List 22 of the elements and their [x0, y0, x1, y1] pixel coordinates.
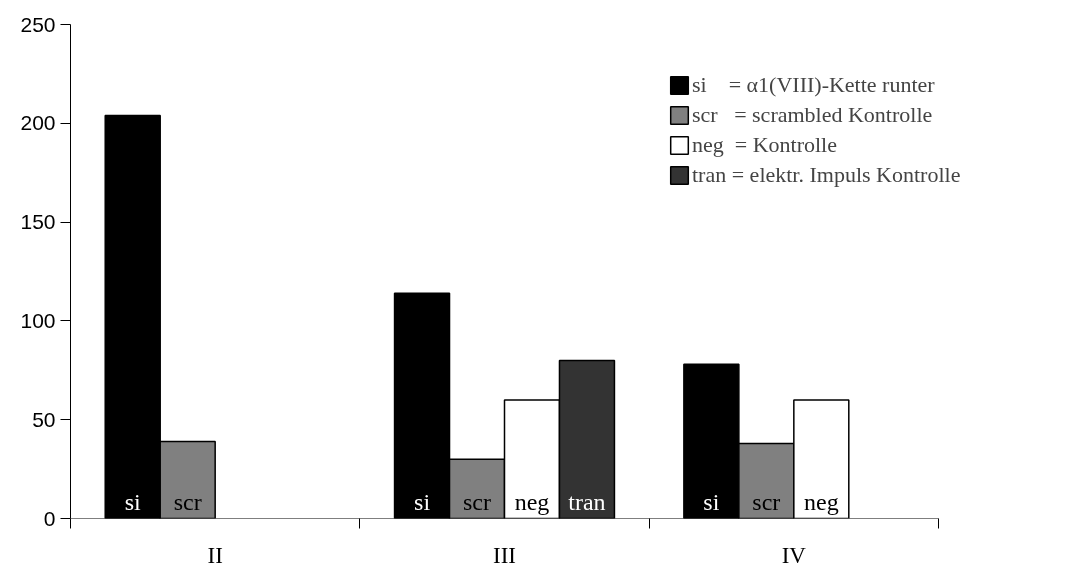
data-label: si	[124, 488, 142, 515]
y-tick-label: 100	[20, 308, 56, 332]
y-tick-label: 250	[20, 12, 56, 36]
y-tick-label: 0	[43, 506, 56, 530]
y-tick-label: 150	[20, 210, 56, 234]
x-tick-label: III	[493, 542, 516, 568]
legend-label: scr = scrambled Kontrolle	[692, 102, 933, 128]
legend-label: tran = elektr. Impuls Kontrolle	[692, 162, 961, 188]
data-label: si	[414, 488, 431, 515]
x-tick-label: II	[207, 542, 223, 568]
data-label: scr	[752, 488, 781, 515]
data-label: scr	[173, 488, 202, 515]
legend-label: si = α1(VIII)-Kette runter	[692, 72, 935, 98]
data-label: neg	[803, 488, 839, 515]
data-label: tran	[568, 488, 606, 515]
legend-label: neg = Kontrolle	[692, 132, 837, 158]
x-tick-label: IV	[781, 542, 807, 568]
data-label: scr	[463, 488, 492, 515]
data-label: si	[703, 488, 720, 515]
y-tick-label: 200	[20, 111, 56, 135]
y-tick-label: 50	[32, 407, 56, 431]
data-label: neg	[514, 488, 550, 515]
